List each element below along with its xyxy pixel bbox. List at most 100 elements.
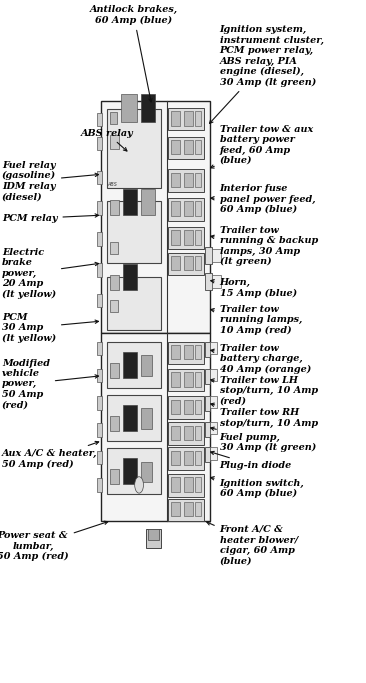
Bar (107, 395, 161, 441)
Bar (121, 94, 137, 122)
Text: Trailer tow
running & backup
lamps, 30 Amp
(lt green): Trailer tow running & backup lamps, 30 A… (211, 225, 318, 266)
Text: Electric
brake
power,
20 Amp
(lt yellow): Electric brake power, 20 Amp (lt yellow) (2, 248, 98, 298)
Bar (184, 372, 193, 387)
Bar (148, 529, 159, 540)
Bar (195, 426, 201, 440)
Bar (101, 333, 210, 521)
Text: Horn,
15 Amp (blue): Horn, 15 Amp (blue) (211, 279, 297, 298)
Bar (97, 451, 102, 464)
Bar (205, 447, 210, 462)
Bar (110, 300, 118, 312)
Text: ABS relay: ABS relay (81, 128, 133, 151)
Bar (168, 396, 204, 419)
Bar (141, 189, 155, 215)
Bar (210, 422, 217, 434)
Bar (168, 342, 204, 364)
Bar (171, 502, 180, 516)
Bar (168, 137, 204, 159)
Bar (210, 396, 217, 408)
Bar (168, 499, 204, 521)
Bar (212, 249, 221, 262)
Bar (110, 363, 119, 378)
Bar (141, 408, 152, 429)
Bar (110, 242, 118, 254)
Bar (184, 256, 193, 270)
Bar (171, 256, 180, 270)
Bar (141, 462, 152, 482)
Text: Aux A/C & heater,
50 Amp (red): Aux A/C & heater, 50 Amp (red) (2, 441, 99, 469)
Bar (107, 342, 161, 388)
Text: Front A/C &
heater blower/
cigar, 60 Amp
(blue): Front A/C & heater blower/ cigar, 60 Amp… (207, 522, 298, 565)
Bar (168, 474, 204, 497)
Bar (210, 369, 217, 381)
Bar (110, 275, 119, 290)
Bar (97, 423, 102, 437)
Bar (171, 426, 180, 440)
Text: Ignition system,
instrument cluster,
PCM power relay,
ABS relay, PIA
engine (die: Ignition system, instrument cluster, PCM… (209, 25, 324, 124)
Bar (146, 529, 161, 548)
Bar (205, 422, 210, 437)
Bar (171, 477, 180, 492)
Bar (107, 448, 161, 494)
Text: ABS: ABS (107, 182, 117, 186)
Text: Fuel pump,
30 Amp (lt green): Fuel pump, 30 Amp (lt green) (211, 427, 316, 452)
Bar (97, 369, 102, 382)
Bar (195, 345, 201, 359)
Text: Antilock brakes,
60 Amp (blue): Antilock brakes, 60 Amp (blue) (90, 5, 178, 102)
Bar (171, 345, 180, 359)
Bar (110, 112, 117, 124)
Text: Trailer tow & aux
battery power
feed, 60 Amp
(blue): Trailer tow & aux battery power feed, 60… (210, 125, 313, 168)
Bar (195, 256, 201, 270)
Bar (97, 171, 102, 184)
Bar (184, 173, 193, 187)
Text: PCM
30 Amp
(lt yellow): PCM 30 Amp (lt yellow) (2, 313, 98, 343)
Bar (123, 405, 137, 431)
Bar (97, 478, 102, 492)
Bar (184, 451, 193, 465)
Bar (195, 111, 201, 126)
Bar (184, 230, 193, 245)
Bar (171, 201, 180, 216)
Bar (195, 230, 201, 245)
Bar (168, 108, 204, 130)
Bar (168, 198, 204, 221)
Bar (110, 135, 119, 149)
Bar (97, 137, 102, 150)
Bar (110, 200, 119, 215)
Text: Trailer tow LH
stop/turn, 10 Amp
(red): Trailer tow LH stop/turn, 10 Amp (red) (211, 376, 318, 406)
Bar (97, 263, 102, 277)
Bar (184, 400, 193, 414)
Text: Plug-in diode: Plug-in diode (210, 451, 292, 471)
Bar (97, 201, 102, 215)
Text: Power seat &
lumbar,
50 Amp (red): Power seat & lumbar, 50 Amp (red) (0, 521, 108, 561)
Bar (205, 369, 210, 384)
Bar (184, 477, 193, 492)
Bar (168, 253, 204, 275)
Bar (97, 113, 102, 126)
Bar (171, 451, 180, 465)
Bar (205, 396, 210, 411)
Bar (168, 369, 204, 391)
Bar (110, 469, 119, 484)
Bar (168, 227, 204, 249)
Bar (205, 273, 212, 290)
Bar (195, 400, 201, 414)
Text: Fuel relay
(gasoline)
IDM relay
(diesel): Fuel relay (gasoline) IDM relay (diesel) (2, 161, 98, 201)
Bar (141, 355, 152, 376)
Bar (195, 140, 201, 154)
Bar (195, 173, 201, 187)
Bar (97, 232, 102, 246)
Text: Trailer tow RH
stop/turn, 10 Amp: Trailer tow RH stop/turn, 10 Amp (211, 403, 318, 428)
Bar (171, 230, 180, 245)
Bar (171, 111, 180, 126)
Bar (205, 342, 210, 357)
Bar (141, 94, 155, 122)
Bar (123, 352, 137, 378)
Bar (123, 458, 137, 484)
Bar (123, 189, 137, 215)
Text: PCM relay: PCM relay (2, 214, 98, 223)
Text: Ignition switch,
60 Amp (blue): Ignition switch, 60 Amp (blue) (211, 477, 305, 498)
Bar (97, 342, 102, 355)
Bar (123, 264, 137, 290)
Bar (107, 277, 161, 330)
